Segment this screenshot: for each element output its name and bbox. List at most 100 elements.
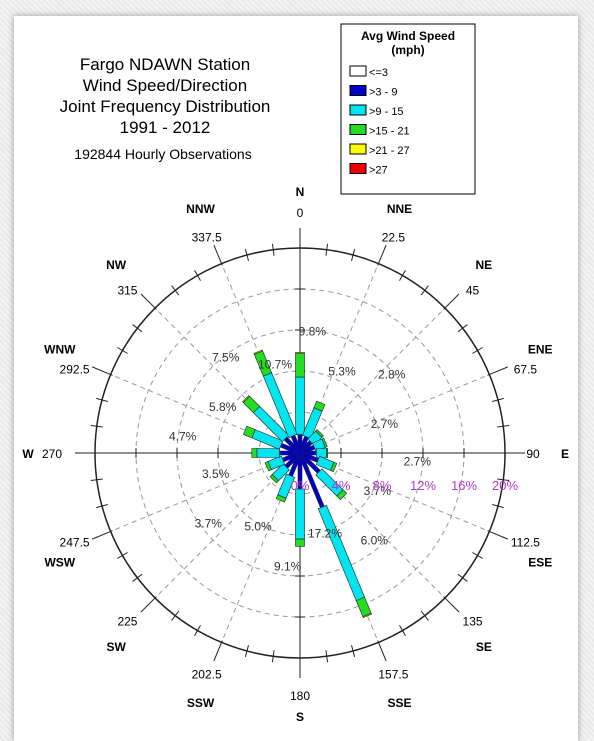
freq-label-SSE: 17.2%	[308, 526, 342, 540]
bar-NNW	[253, 349, 302, 454]
bar-segment-E-2	[316, 448, 327, 458]
bar-segment-W-3	[251, 448, 258, 458]
chart-subtitle: 192844 Hourly Observations	[74, 146, 251, 162]
outer-tick-ESE	[487, 530, 509, 540]
minor-tick-12-1	[96, 397, 108, 402]
bar-N	[295, 352, 305, 454]
minor-tick-6-1	[399, 625, 406, 636]
minor-tick-9-0	[194, 625, 201, 636]
minor-tick-7-1	[325, 650, 329, 663]
outer-tick-WSW	[91, 530, 113, 540]
outer-tick-SSW	[213, 640, 223, 662]
legend-label-2: >9 - 15	[369, 106, 404, 118]
bar-NW	[242, 395, 302, 455]
degree-label-SW: 225	[117, 615, 137, 629]
direction-label-NNE: NNE	[387, 202, 412, 216]
bar-segment-N-4	[295, 352, 305, 354]
degree-label-S: 180	[290, 689, 310, 703]
freq-label-E: 2.7%	[404, 454, 432, 468]
outer-tick-NNW	[213, 244, 223, 266]
degree-label-N: 0	[297, 206, 304, 220]
minor-tick-11-0	[96, 504, 108, 509]
freq-label-NNW: 10.7%	[258, 358, 292, 372]
spoke-line-NNE	[301, 265, 379, 448]
direction-label-NE: NE	[476, 258, 493, 272]
minor-tick-5-1	[457, 573, 468, 582]
freq-label-N: 9.8%	[299, 325, 327, 339]
legend-label-1: >3 - 9	[369, 87, 397, 99]
degree-label-SE: 135	[463, 615, 483, 629]
legend-swatch-4	[349, 143, 367, 155]
minor-tick-12-0	[90, 424, 103, 428]
bar-segment-E-3	[326, 448, 329, 458]
bar-segment-SE-3	[336, 489, 348, 501]
legend-label-5: >27	[369, 165, 388, 177]
outer-tick-NNE	[377, 244, 387, 266]
minor-tick-3-0	[492, 397, 504, 402]
degree-label-W: 270	[42, 447, 62, 461]
minor-tick-11-1	[90, 478, 103, 482]
minor-tick-6-0	[420, 610, 429, 621]
bar-segment-WSW-3	[264, 461, 272, 472]
bar-segment-SSW-3	[275, 494, 287, 503]
outer-tick-NE	[443, 293, 460, 310]
direction-label-ESE: ESE	[528, 555, 552, 569]
minor-tick-2-1	[472, 347, 483, 354]
bar-segment-ESE-3	[330, 461, 338, 473]
outer-tick-SE	[443, 596, 460, 613]
freq-label-NNE: 5.3%	[328, 365, 356, 379]
legend-swatch-2	[349, 104, 367, 116]
degree-label-WNW: 292.5	[60, 363, 90, 377]
bar-SSE	[298, 452, 372, 618]
freq-label-WSW: 3.5%	[202, 467, 230, 481]
freq-label-S: 9.1%	[274, 559, 302, 573]
freq-label-NE: 2.8%	[378, 368, 406, 382]
legend-title-line-1: Avg Wind Speed	[361, 29, 455, 43]
minor-tick-10-0	[132, 573, 143, 582]
direction-label-SSE: SSE	[387, 696, 411, 710]
freq-label-SSW: 5.0%	[244, 519, 272, 533]
bar-segment-WNW-3	[243, 425, 256, 439]
minor-tick-7-0	[351, 645, 356, 657]
minor-tick-1-0	[399, 270, 406, 281]
bar-segment-N-2	[295, 376, 305, 435]
minor-tick-2-0	[457, 324, 468, 333]
outer-tick-WNW	[91, 366, 113, 376]
bar-segment-NE-3	[315, 429, 324, 438]
bar-segment-SW-3	[269, 474, 279, 484]
spoke-line-NE	[303, 309, 444, 450]
bar-segment-SSE-4	[362, 612, 372, 618]
spoke-line-WSW	[112, 454, 295, 532]
degree-label-ENE: 67.5	[514, 363, 538, 377]
legend-label-3: >15 - 21	[369, 126, 410, 138]
degree-label-NW: 315	[117, 283, 137, 297]
spoke-line-SE	[303, 456, 444, 597]
outer-tick-SSE	[377, 640, 387, 662]
legend-swatch-1	[349, 85, 367, 96]
legend-swatch-0	[349, 65, 367, 77]
freq-label-SW: 3.7%	[195, 516, 223, 530]
direction-label-NNW: NNW	[186, 202, 215, 216]
direction-label-SE: SE	[476, 640, 492, 654]
degree-label-SSW: 202.5	[192, 667, 222, 681]
direction-label-NW: NW	[106, 258, 127, 272]
minor-tick-3-1	[497, 424, 510, 428]
direction-label-SW: SW	[106, 640, 126, 654]
freq-label-WNW: 5.8%	[209, 400, 237, 414]
direction-label-ENE: ENE	[528, 343, 553, 357]
bar-segment-NNE-3	[313, 400, 326, 412]
legend-label-4: >21 - 27	[369, 145, 410, 157]
center-point	[297, 450, 303, 456]
direction-label-WNW: WNW	[44, 343, 76, 357]
spoke-line-NW	[156, 309, 297, 450]
minor-tick-4-0	[497, 478, 510, 482]
direction-label-W: W	[22, 447, 34, 461]
degree-label-NNE: 22.5	[382, 231, 406, 245]
minor-tick-0-1	[351, 249, 356, 261]
scale-label-4: 16%	[451, 478, 477, 493]
spoke-line-ESE	[305, 454, 488, 532]
outer-tick-NW	[140, 293, 157, 310]
spoke-line-SSW	[221, 458, 299, 641]
legend: Avg Wind Speed (mph) <=3 >3 - 9 >9 - 15 >15…	[340, 23, 476, 195]
